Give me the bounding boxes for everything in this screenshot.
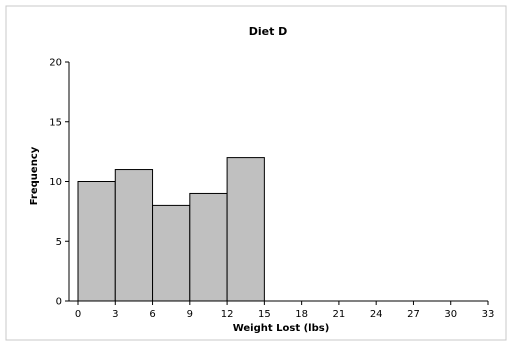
x-tick-label-4: 12 (221, 309, 234, 320)
y-tick-label-3: 15 (49, 117, 62, 128)
y-axis-label: Frequency (29, 146, 40, 205)
x-tick-label-0: 0 (75, 309, 81, 320)
x-ticks-group: 0 3 6 9 12 15 18 21 24 27 30 33 (75, 301, 495, 320)
y-tick-label-2: 10 (49, 177, 62, 188)
chart-frame (5, 5, 507, 341)
bar-2 (152, 204, 191, 302)
x-axis-label: Weight Lost (lbs) (233, 323, 330, 334)
y-tick-label-1: 5 (56, 237, 62, 248)
x-tick-label-2: 6 (149, 309, 155, 320)
bar-0 (77, 181, 116, 302)
bar-3 (189, 192, 228, 302)
chart-title: Diet D (249, 25, 288, 38)
x-tick-label-7: 21 (333, 309, 346, 320)
x-tick-label-3: 9 (187, 309, 193, 320)
x-tick-label-5: 15 (258, 309, 271, 320)
x-tick-label-9: 27 (407, 309, 420, 320)
x-tick-label-1: 3 (112, 309, 118, 320)
x-tick-label-8: 24 (370, 309, 383, 320)
bar-1 (114, 169, 154, 302)
x-tick-label-6: 18 (295, 309, 308, 320)
y-ticks-group: 0 5 10 15 20 (49, 58, 69, 308)
x-tick-label-10: 30 (444, 309, 457, 320)
x-tick-label-11: 33 (482, 309, 495, 320)
y-tick-label-0: 0 (56, 297, 62, 308)
bars-group (77, 157, 265, 302)
y-tick-label-4: 20 (49, 58, 62, 69)
bar-4 (226, 157, 265, 302)
